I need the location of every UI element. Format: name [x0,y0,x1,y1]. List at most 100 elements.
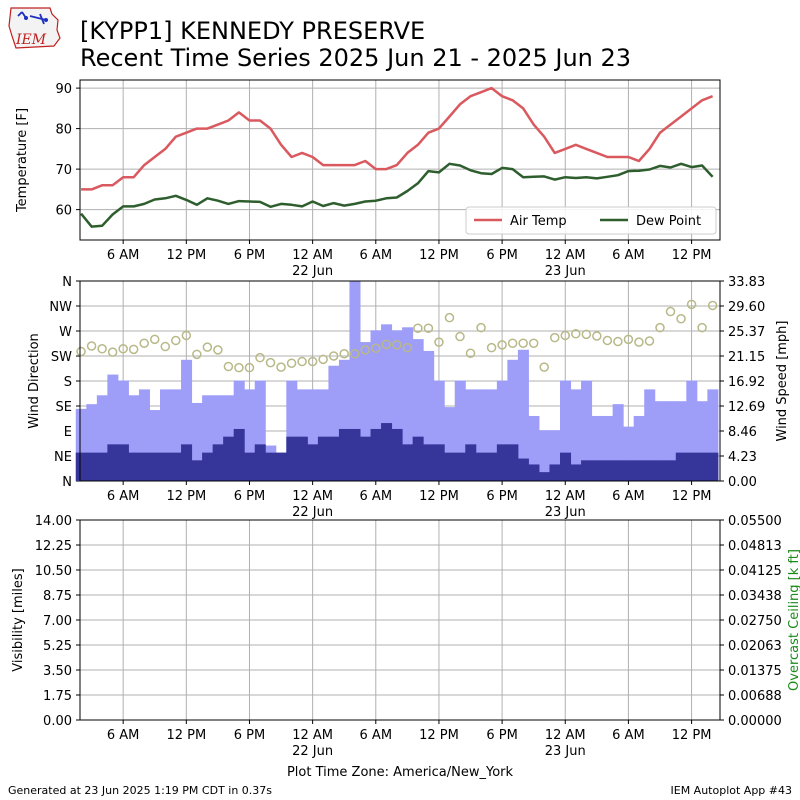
wind-direction-point [318,354,328,365]
gust-bar [181,359,193,481]
wind-direction-point [265,357,276,368]
gust-bar [286,380,298,481]
speed-bar [191,460,203,481]
speed-bar [665,460,677,481]
x-tick-label: 12 PM [419,248,459,263]
speed-bar [433,444,445,481]
x-tick-label: 6 PM [486,728,517,743]
y-tick-label: 8.75 [43,589,72,604]
wind-direction-point [139,338,149,348]
y2-tick-label: 0.00688 [728,689,782,704]
wind-direction-point [181,330,192,341]
y2-tick-label: 16.92 [728,375,765,390]
speed-bar [381,423,393,481]
wind-direction-point [213,345,223,355]
wind-direction-point [665,306,676,317]
y-tick-label: 3.50 [43,664,72,679]
y-tick-label: NW [49,300,72,315]
gust-bar [107,374,119,481]
gust-bar [349,281,361,481]
y2-tick-label: 12.69 [728,400,765,415]
x-tick-label: 12 PM [672,248,712,263]
wind-direction-point [623,334,634,345]
speed-bar [117,444,129,481]
y-axis-label: Visibility [miles] [11,568,26,671]
speed-bar [581,460,593,481]
speed-bar [507,444,519,481]
series-line-air-temp [81,86,714,191]
gust-bar [202,395,214,481]
gust-bar [86,404,98,481]
gust-bar [307,389,319,481]
y-tick-label: N [62,475,72,490]
timezone-label: Plot Time Zone: America/New_York [286,765,514,780]
y2-tick-label: 0.02063 [728,639,782,654]
gust-bar [412,339,424,481]
speed-bar [265,452,277,481]
wind-direction-point [118,344,128,354]
wind-direction-point [697,322,707,333]
gust-bar [665,401,677,481]
y-tick-label: 80 [55,123,72,138]
y2-tick-label: 8.46 [728,425,757,440]
chart-subtitle: Recent Time Series 2025 Jun 21 - 2025 Ju… [80,44,632,72]
y2-tick-label: 33.83 [728,275,765,290]
x-date-label: 22 Jun [292,264,333,279]
speed-bar [486,452,498,481]
x-tick-label: 6 AM [107,248,140,263]
y2-tick-label: 0.03438 [728,589,782,604]
y2-tick-label: 4.23 [728,450,757,465]
gust-bar [549,430,561,481]
speed-bar [560,452,572,481]
y-tick-label: 60 [55,204,72,219]
speed-bar [654,460,666,481]
wind-direction-point [381,339,392,350]
speed-bar [170,452,182,481]
gust-bar [496,380,508,481]
gust-bar [360,342,372,481]
speed-bar [160,452,172,481]
y2-axis-label: Overcast Ceiling [k ft] [787,549,800,691]
y-tick-label: NE [54,450,72,465]
speed-bar [675,452,687,481]
gust-bar [191,402,203,481]
x-tick-label: 6 PM [486,248,517,263]
wind-direction-point [592,331,602,341]
y2-tick-label: 0.02750 [728,614,782,629]
speed-bar [149,452,161,481]
wind-direction-point [444,312,455,323]
wind-direction-point [107,347,118,357]
gust-bar [507,359,519,481]
wind-direction-point [392,340,402,350]
gust-bar [475,389,487,481]
x-tick-label: 12 AM [292,248,333,263]
speed-bar [602,460,614,481]
y2-tick-label: 0.00000 [728,714,782,729]
speed-bar [623,460,635,481]
speed-bar [528,464,540,481]
gust-bar [244,389,256,481]
wind-direction-point [613,336,623,347]
wind-direction-point [276,362,286,372]
y-tick-label: SW [51,350,72,365]
speed-bar [402,444,414,481]
x-tick-label: 12 AM [545,489,586,504]
x-tick-label: 6 AM [360,489,393,504]
speed-bar [128,452,140,481]
speed-bar [496,444,508,481]
gust-bar [117,380,129,481]
wind-direction-point [486,342,497,353]
logo-text: IEM [15,32,47,48]
wind-direction-point [402,342,413,353]
x-tick-label: 12 PM [672,489,712,504]
y-tick-label: 0.00 [43,714,72,729]
wind-direction-point [171,335,181,346]
wind-direction-point [371,343,381,353]
x-date-label: 23 Jun [545,505,586,520]
gust-bar [675,401,687,481]
x-tick-label: 12 PM [166,248,206,263]
temperature-panel: 6 AM 12 PM 6 PM 12 AM 6 AM 12 PM 6 PM 12 AM 6 AM… [15,79,721,279]
x-tick-label: 6 PM [234,248,265,263]
gust-bar [149,410,161,481]
speed-bar [412,436,424,481]
